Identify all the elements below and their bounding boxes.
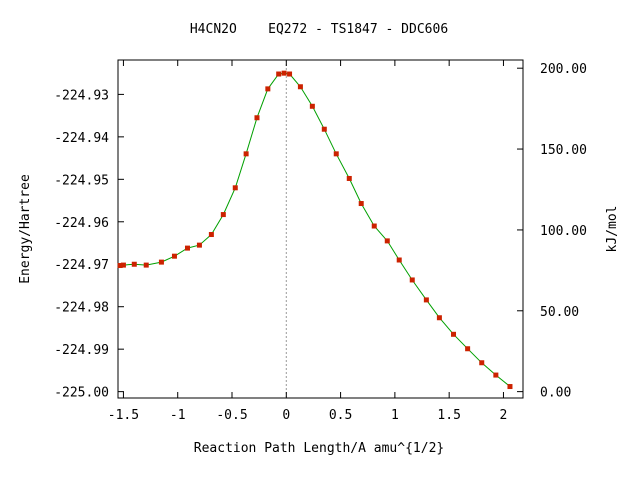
- y2-axis-ticks: 0.00 50.00 100.00 150.00 200.00: [517, 62, 587, 401]
- series-line: [120, 72, 511, 387]
- data-point: [265, 86, 271, 92]
- y-tick-label: -224.98: [54, 301, 109, 316]
- data-point: [346, 175, 352, 181]
- data-point: [232, 185, 238, 191]
- plot-frame: [117, 59, 524, 399]
- data-point: [281, 70, 287, 76]
- y2-tick-label: 150.00: [540, 143, 587, 158]
- y-tick-label: -224.97: [54, 258, 109, 273]
- y-tick-label: -224.93: [54, 88, 109, 103]
- y-axis-label: Energy/Hartree: [18, 174, 33, 284]
- x-tick-label: 0.5: [329, 408, 352, 423]
- data-point: [358, 201, 364, 207]
- data-point: [297, 84, 303, 90]
- data-point: [479, 360, 485, 366]
- data-point: [208, 232, 214, 238]
- data-point: [507, 384, 513, 390]
- x-axis-ticks: -1.5 -1 -0.5 0 0.5 1 1.5 2: [108, 60, 508, 423]
- data-point: [120, 262, 126, 268]
- y-tick-label: -225.00: [54, 386, 109, 401]
- y2-axis-label: kJ/mol: [605, 206, 620, 253]
- y2-tick-label: 0.00: [540, 386, 571, 401]
- x-tick-label: 1.5: [437, 408, 460, 423]
- data-point: [409, 277, 415, 283]
- x-tick-label: -0.5: [216, 408, 247, 423]
- data-point: [287, 71, 293, 77]
- data-point: [465, 346, 471, 352]
- data-point: [396, 257, 402, 263]
- y2-tick-label: 50.00: [540, 305, 579, 320]
- x-tick-label: 1: [391, 408, 399, 423]
- x-tick-label: 0: [282, 408, 290, 423]
- data-point: [117, 263, 123, 269]
- x-tick-label: 2: [500, 408, 508, 423]
- y2-tick-label: 100.00: [540, 224, 587, 239]
- data-point: [451, 331, 457, 337]
- x-axis-label: Reaction Path Length/A amu^{1/2}: [194, 441, 444, 456]
- data-point: [171, 253, 177, 259]
- x-tick-label: -1: [170, 408, 186, 423]
- data-point: [436, 315, 442, 321]
- data-point: [243, 151, 249, 157]
- data-point: [384, 238, 390, 244]
- data-point: [220, 212, 226, 218]
- y-axis-ticks: -224.93 -224.94 -224.95 -224.96 -224.97 -224.…: [54, 88, 124, 401]
- x-tick-label: -1.5: [108, 408, 139, 423]
- data-point: [196, 242, 202, 248]
- data-point: [321, 126, 327, 132]
- data-point: [143, 262, 149, 268]
- chart-title: H4CN2O EQ272 - TS1847 - DDC606: [190, 22, 448, 37]
- data-point: [276, 71, 282, 77]
- y-tick-label: -224.95: [54, 173, 109, 188]
- data-point: [309, 103, 315, 109]
- data-point: [184, 245, 190, 251]
- data-point: [333, 151, 339, 157]
- data-point: [423, 297, 429, 303]
- data-point: [371, 223, 377, 229]
- data-point: [254, 115, 260, 121]
- y-tick-label: -224.96: [54, 216, 109, 231]
- data-points: [117, 70, 513, 390]
- y2-tick-label: 200.00: [540, 62, 587, 77]
- data-point: [493, 372, 499, 378]
- y-tick-label: -224.99: [54, 343, 109, 358]
- data-point: [131, 261, 137, 267]
- data-point: [158, 259, 164, 265]
- y-tick-label: -224.94: [54, 131, 109, 146]
